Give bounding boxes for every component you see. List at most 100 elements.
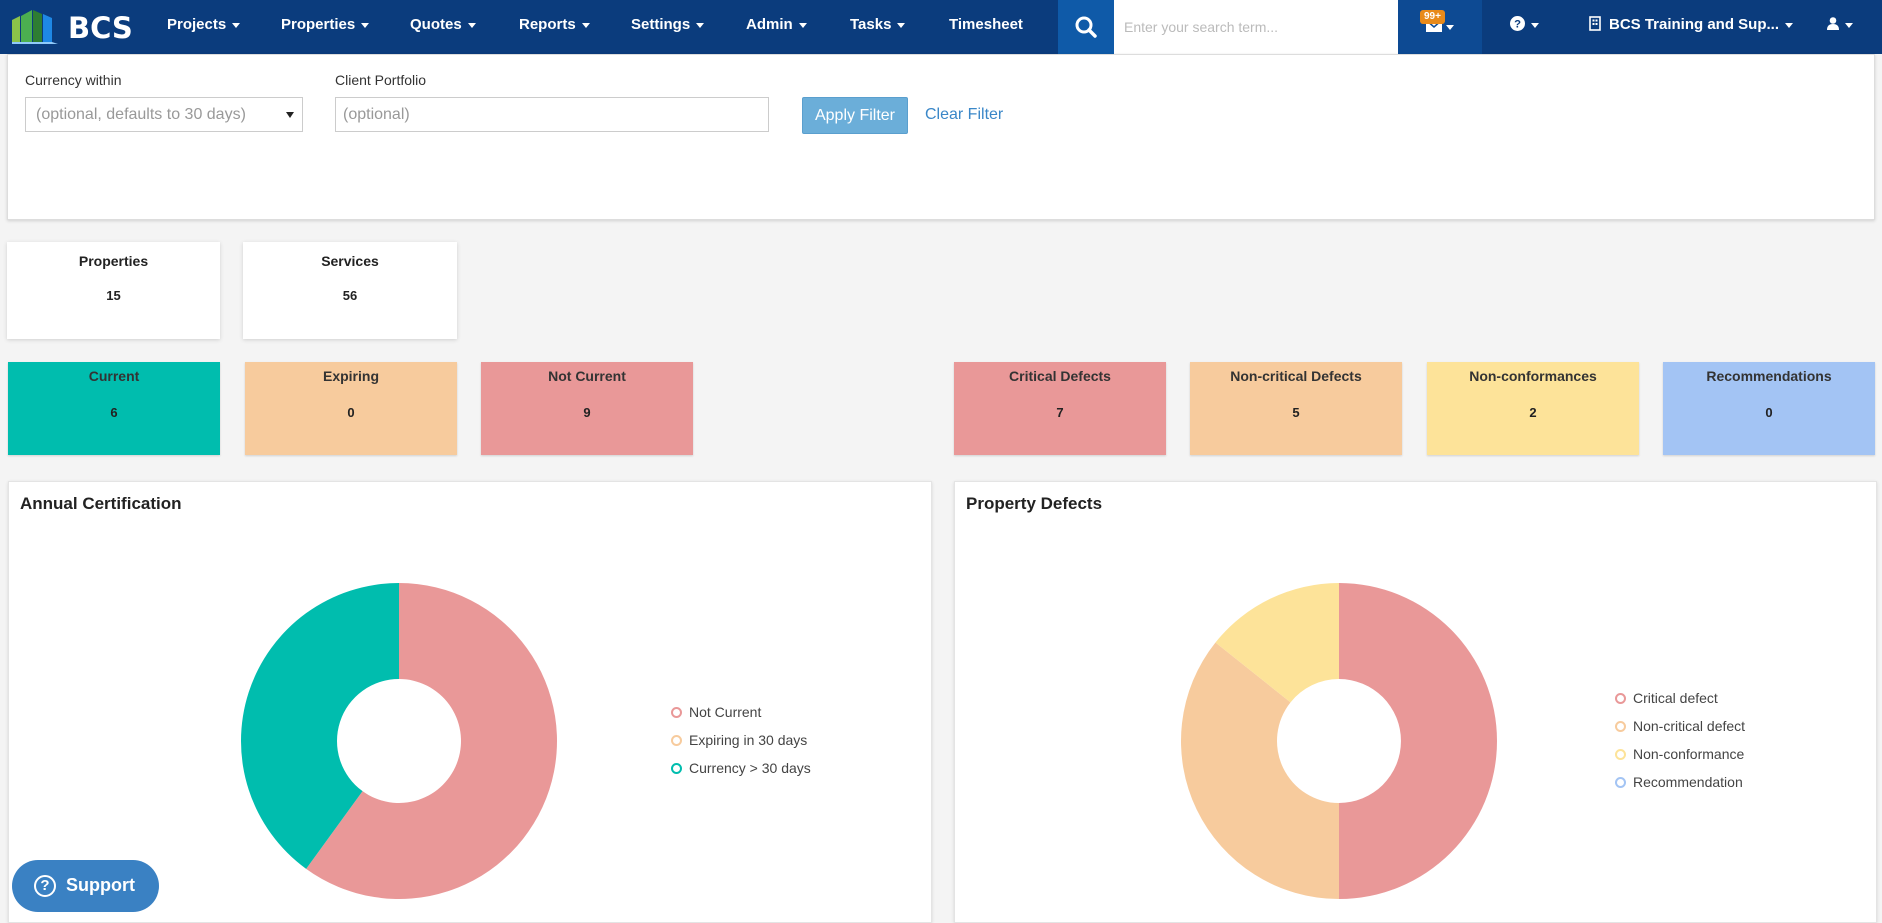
svg-text:?: ?: [1514, 19, 1521, 31]
services-card-value: 56: [342, 288, 358, 303]
expiring-card-value: 0: [347, 405, 355, 420]
property-defects-panel: Property Defects Critical defect Non-crit…: [954, 481, 1877, 923]
legend-marker-icon: [1615, 777, 1626, 788]
property-defects-legend: Critical defect Non-critical defect Non-co…: [1615, 684, 1745, 796]
chevron-down-icon: [1531, 22, 1539, 28]
property-defects-title: Property Defects: [966, 494, 1103, 513]
expiring-card-title: Expiring: [322, 368, 379, 384]
clear-filter-link[interactable]: Clear Filter: [925, 106, 1004, 123]
brand-name: BCS: [68, 11, 133, 45]
expiring-card[interactable]: Expiring 0: [245, 362, 457, 455]
nav-timesheet[interactable]: Timesheet: [949, 0, 1023, 54]
annual-certification-panel: Annual Certification Not Current Expiring…: [8, 481, 932, 923]
nav-properties[interactable]: Properties: [281, 0, 370, 54]
chevron-down-icon: [581, 22, 590, 28]
current-card[interactable]: Current 6: [8, 362, 220, 455]
nav-timesheet-label: Timesheet: [949, 16, 1023, 33]
legend-item-not-current[interactable]: Not Current: [671, 698, 811, 726]
slice-non-critical-defect[interactable]: [1181, 642, 1339, 899]
nav-reports-label: Reports: [519, 16, 576, 33]
current-card-value: 6: [110, 405, 118, 420]
not-current-card[interactable]: Not Current 9: [481, 362, 693, 455]
legend-label: Critical defect: [1633, 690, 1718, 706]
chevron-down-icon: [1845, 22, 1853, 28]
recommendations-card[interactable]: Recommendations 0: [1663, 362, 1875, 455]
services-card-title: Services: [321, 253, 379, 269]
legend-label: Non-critical defect: [1633, 718, 1746, 734]
non-conformances-card[interactable]: Non-conformances 2: [1427, 362, 1639, 455]
support-label: Support: [66, 875, 135, 895]
property-defects-donut-chart: [1181, 583, 1497, 899]
legend-marker-icon: [671, 735, 682, 746]
slice-not-current[interactable]: [306, 583, 557, 899]
legend-item-non-critical-defect[interactable]: Non-critical defect: [1615, 712, 1745, 740]
logo-mark-icon: [12, 10, 58, 44]
legend-item-critical-defect[interactable]: Critical defect: [1615, 684, 1745, 712]
help-menu[interactable]: ?: [1510, 0, 1539, 54]
legend-marker-icon: [1615, 693, 1626, 704]
legend-label: Not Current: [689, 704, 762, 720]
nav-reports[interactable]: Reports: [519, 0, 590, 54]
non-conformances-card-title: Non-conformances: [1469, 368, 1597, 384]
nav-admin[interactable]: Admin: [746, 0, 807, 54]
support-button[interactable]: ? Support: [12, 860, 159, 912]
nav-tasks[interactable]: Tasks: [850, 0, 906, 54]
currency-within-label: Currency within: [25, 72, 122, 88]
nav-projects[interactable]: Projects: [167, 0, 241, 54]
properties-card[interactable]: Properties 15: [7, 242, 220, 339]
recommendations-card-value: 0: [1765, 405, 1773, 420]
user-menu[interactable]: [1827, 0, 1853, 54]
bcs-logo[interactable]: BCS: [12, 7, 133, 47]
legend-item-expiring-in-30-days[interactable]: Expiring in 30 days: [671, 726, 811, 754]
non-critical-defects-card-value: 5: [1292, 405, 1300, 420]
legend-item-currency-30-days[interactable]: Currency > 30 days: [671, 754, 811, 782]
nav-settings[interactable]: Settings: [631, 0, 705, 54]
nav-admin-label: Admin: [746, 16, 793, 33]
nav-quotes[interactable]: Quotes: [410, 0, 476, 54]
slice-non-conformance[interactable]: [1215, 583, 1339, 703]
currency-within-value: (optional, defaults to 30 days): [36, 106, 246, 123]
client-portfolio-label: Client Portfolio: [335, 72, 427, 88]
annual-certification-title: Annual Certification: [20, 494, 182, 513]
slice-currency-30-days[interactable]: [241, 583, 399, 869]
current-card-title: Current: [88, 368, 140, 384]
legend-marker-icon: [671, 707, 682, 718]
chevron-down-icon: [897, 22, 906, 28]
not-current-card-title: Not Current: [548, 368, 626, 384]
nav-settings-label: Settings: [631, 16, 691, 33]
non-critical-defects-card-title: Non-critical Defects: [1230, 368, 1362, 384]
chevron-down-icon: [467, 22, 476, 28]
nav-projects-label: Projects: [167, 16, 227, 33]
legend-label: Expiring in 30 days: [689, 732, 808, 748]
user-icon: [1827, 17, 1839, 30]
client-portfolio-input[interactable]: [335, 97, 769, 132]
non-critical-defects-card[interactable]: Non-critical Defects 5: [1190, 362, 1402, 455]
legend-item-non-conformance[interactable]: Non-conformance: [1615, 740, 1745, 768]
annual-certification-legend: Not Current Expiring in 30 days Currency >…: [671, 698, 811, 782]
organization-menu[interactable]: BCS Training and Sup...: [1589, 0, 1794, 54]
mail-menu[interactable]: 99+: [1398, 0, 1482, 54]
legend-item-recommendation[interactable]: Recommendation: [1615, 768, 1745, 796]
notification-badge: 99+: [1420, 10, 1445, 24]
chevron-down-icon: [1446, 25, 1454, 30]
search-button[interactable]: [1058, 0, 1114, 54]
critical-defects-card[interactable]: Critical Defects 7: [954, 362, 1166, 455]
apply-filter-button[interactable]: Apply Filter: [802, 97, 908, 134]
search-input[interactable]: [1114, 0, 1398, 54]
legend-label: Recommendation: [1633, 774, 1743, 790]
nav-properties-label: Properties: [281, 16, 356, 33]
services-card[interactable]: Services 56: [243, 242, 457, 339]
slice-critical-defect[interactable]: [1339, 583, 1497, 899]
legend-marker-icon: [1615, 721, 1626, 732]
currency-within-select[interactable]: (optional, defaults to 30 days): [25, 97, 303, 132]
organization-name: BCS Training and Sup...: [1609, 16, 1780, 33]
dropdown-arrow-icon: [286, 112, 294, 118]
not-current-card-value: 9: [583, 405, 591, 420]
question-circle-icon: ?: [34, 875, 56, 897]
chevron-down-icon: [1785, 22, 1794, 28]
properties-card-value: 15: [106, 288, 121, 303]
legend-label: Non-conformance: [1633, 746, 1745, 762]
chevron-down-icon: [232, 22, 241, 28]
top-navbar: BCS Projects Properties Quotes Reports S…: [0, 0, 1882, 54]
question-circle-icon: ?: [1510, 16, 1525, 31]
